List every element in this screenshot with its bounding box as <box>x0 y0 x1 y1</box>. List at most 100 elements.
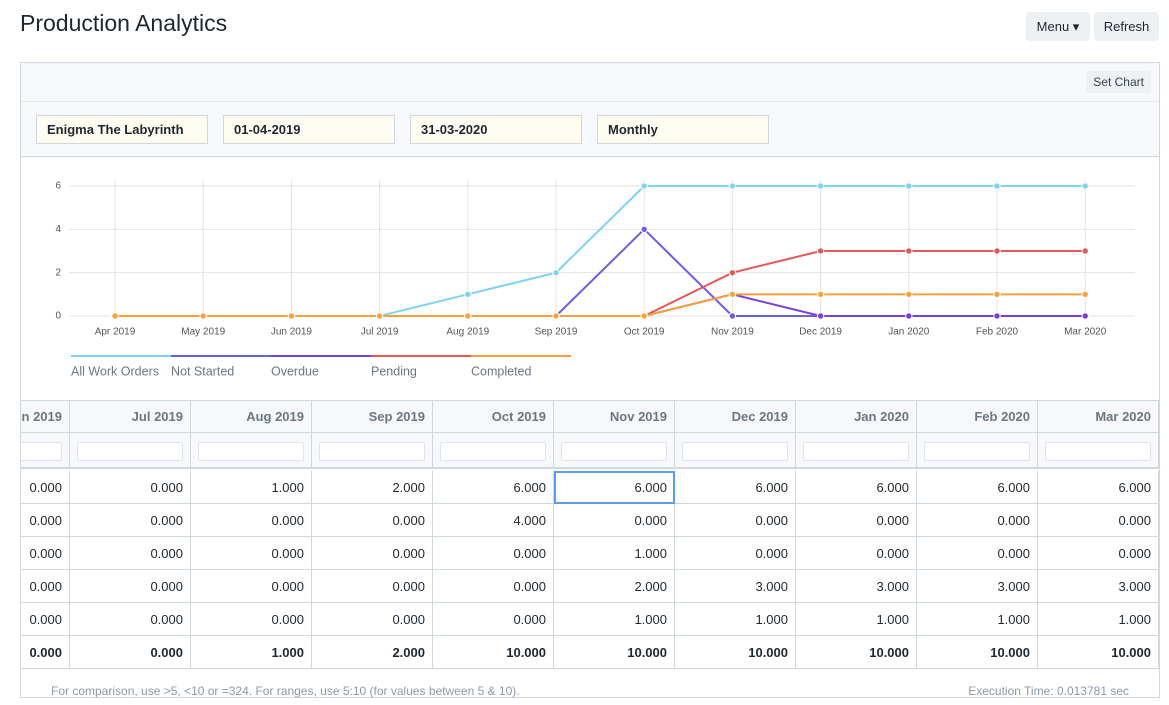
total-cell: 10.000 <box>433 636 554 669</box>
legend-label: Overdue <box>271 364 319 378</box>
column-header: Dec 2019 <box>675 401 796 433</box>
column-filter[interactable] <box>924 442 1030 461</box>
table-cell[interactable]: 0.000 <box>312 603 433 636</box>
column-filter[interactable] <box>21 442 62 461</box>
menu-button[interactable]: Menu ▾ <box>1026 12 1090 41</box>
table-cell[interactable]: 1.000 <box>1038 603 1159 636</box>
column-header: Jul 2019 <box>70 401 191 433</box>
column-filter[interactable] <box>319 442 425 461</box>
data-point <box>1082 248 1088 254</box>
data-point <box>906 313 912 319</box>
table-cell[interactable]: 0.000 <box>917 537 1038 570</box>
total-cell: 10.000 <box>796 636 917 669</box>
to-date[interactable]: 31-03-2020 <box>410 115 582 144</box>
table-cell[interactable]: 6.000 <box>1038 471 1159 504</box>
table-cell[interactable]: 0.000 <box>433 603 554 636</box>
data-point <box>729 313 735 319</box>
set-chart-button[interactable]: Set Chart <box>1086 71 1151 93</box>
table-cell[interactable]: 0.000 <box>796 504 917 537</box>
table-cell[interactable]: 0.000 <box>312 570 433 603</box>
table-cell[interactable]: 3.000 <box>917 570 1038 603</box>
table-cell[interactable]: 0.000 <box>191 603 312 636</box>
table-cell[interactable]: 0.000 <box>70 603 191 636</box>
refresh-button[interactable]: Refresh <box>1094 12 1159 41</box>
column-filter[interactable] <box>198 442 304 461</box>
table-cell[interactable]: 6.000 <box>675 471 796 504</box>
table-cell[interactable]: 1.000 <box>796 603 917 636</box>
table-cell[interactable]: 0.000 <box>554 504 675 537</box>
table-cell[interactable]: 0.000 <box>433 570 554 603</box>
x-tick-label: Jan 2020 <box>888 327 930 338</box>
column-filter[interactable] <box>1045 442 1151 461</box>
table-cell[interactable]: 0.000 <box>191 537 312 570</box>
y-tick-label: 4 <box>55 224 61 235</box>
x-tick-label: Jul 2019 <box>361 327 399 338</box>
table-cell[interactable]: 6.000 <box>796 471 917 504</box>
data-point <box>906 183 912 189</box>
table-cell[interactable]: 0.000 <box>70 504 191 537</box>
x-tick-label: Sep 2019 <box>535 327 578 338</box>
table-cell[interactable]: 0.000 <box>1038 537 1159 570</box>
table-cell[interactable]: 2.000 <box>554 570 675 603</box>
range-select[interactable]: Monthly <box>597 115 769 144</box>
data-point <box>288 313 294 319</box>
column-filter[interactable] <box>682 442 788 461</box>
table-cell[interactable]: 3.000 <box>796 570 917 603</box>
column-filter[interactable] <box>77 442 183 461</box>
table-cell[interactable]: 0.000 <box>191 570 312 603</box>
table-cell[interactable]: 1.000 <box>554 537 675 570</box>
table-cell[interactable]: 0.000 <box>21 471 70 504</box>
table-cell[interactable]: 1.000 <box>675 603 796 636</box>
x-tick-label: Dec 2019 <box>799 327 842 338</box>
y-tick-label: 2 <box>55 267 61 278</box>
table-cell[interactable]: 3.000 <box>1038 570 1159 603</box>
table-cell[interactable]: 1.000 <box>191 471 312 504</box>
x-tick-label: Feb 2020 <box>976 327 1019 338</box>
table-cell[interactable]: 0.000 <box>70 570 191 603</box>
table-cell[interactable]: 1.000 <box>554 603 675 636</box>
table-cell[interactable]: 1.000 <box>917 603 1038 636</box>
data-point <box>817 248 823 254</box>
data-point <box>729 291 735 297</box>
table-cell[interactable]: 0.000 <box>70 537 191 570</box>
table-cell[interactable]: 0.000 <box>675 537 796 570</box>
table-cell[interactable]: 0.000 <box>433 537 554 570</box>
table-cell[interactable]: 4.000 <box>433 504 554 537</box>
table-cell[interactable]: 2.000 <box>312 471 433 504</box>
data-point <box>994 183 1000 189</box>
item-filter[interactable]: Enigma The Labyrinth <box>36 115 208 144</box>
data-point <box>729 183 735 189</box>
table-cell[interactable]: 0.000 <box>1038 504 1159 537</box>
table-cell[interactable]: 0.000 <box>312 537 433 570</box>
table-cell[interactable]: 0.000 <box>191 504 312 537</box>
filter-cell <box>917 433 1038 469</box>
table-cell[interactable]: 6.000 <box>917 471 1038 504</box>
table-cell[interactable]: 0.000 <box>21 603 70 636</box>
table-cell[interactable]: 6.000 <box>433 471 554 504</box>
table-cell[interactable]: 0.000 <box>312 504 433 537</box>
table-cell[interactable]: 6.000 <box>554 471 675 504</box>
data-point <box>553 313 559 319</box>
table-cell[interactable]: 3.000 <box>675 570 796 603</box>
chart: Apr 2019May 2019Jun 2019Jul 2019Aug 2019… <box>21 157 1158 397</box>
table-cell[interactable]: 0.000 <box>675 504 796 537</box>
from-date[interactable]: 01-04-2019 <box>223 115 395 144</box>
legend-label: Not Started <box>171 364 234 378</box>
table-cell[interactable]: 0.000 <box>917 504 1038 537</box>
table-cell[interactable]: 0.000 <box>21 570 70 603</box>
filter-cell <box>312 433 433 469</box>
table-cell[interactable]: 0.000 <box>21 537 70 570</box>
column-header: Mar 2020 <box>1038 401 1159 433</box>
page-title: Production Analytics <box>20 10 227 37</box>
table-cell[interactable]: 0.000 <box>21 504 70 537</box>
data-point <box>112 313 118 319</box>
column-filter[interactable] <box>803 442 909 461</box>
filter-cell <box>796 433 917 469</box>
column-filter[interactable] <box>440 442 546 461</box>
filter-cell <box>1038 433 1159 469</box>
table-cell[interactable]: 0.000 <box>70 471 191 504</box>
table-cell[interactable]: 0.000 <box>796 537 917 570</box>
column-filter[interactable] <box>561 442 667 461</box>
series-line <box>115 294 1085 316</box>
data-point <box>641 226 647 232</box>
